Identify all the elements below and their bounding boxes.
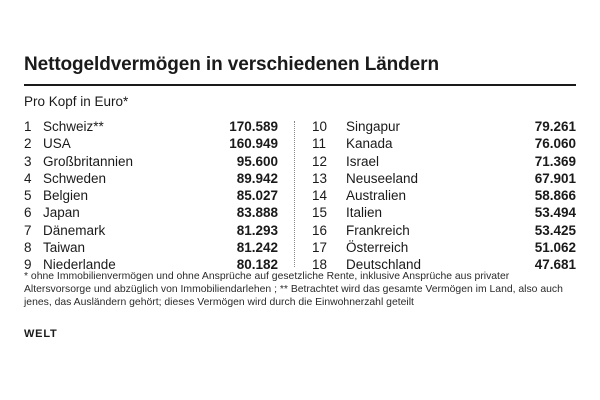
value-label: 47.681 [534, 257, 576, 273]
country-label: Schweiz** [43, 119, 104, 134]
welt-logo: WELT [24, 328, 58, 340]
country-label: Kanada [346, 136, 393, 152]
value-label: 79.261 [534, 119, 576, 134]
country-label: Dänemark [43, 222, 106, 238]
value-label: 67.901 [534, 170, 576, 186]
table-row: 3 Großbritannien 95.600 [24, 153, 278, 170]
rank-label: 14 [312, 188, 328, 204]
table-row: 8 Taiwan 81.242 [24, 239, 278, 256]
country-label: Österreich [346, 240, 409, 256]
table-row: 10 Singapur 79.261 [312, 118, 576, 135]
country-label: Großbritannien [43, 153, 134, 169]
value-label: 160.949 [229, 136, 278, 152]
rank-label: 5 [24, 188, 32, 204]
table-row: 7 Dänemark 81.293 [24, 222, 278, 239]
country-label: Taiwan [43, 240, 86, 256]
rank-label: 13 [312, 170, 328, 186]
table-row: 5 Belgien 85.027 [24, 187, 278, 204]
country-label: Frankreich [346, 222, 410, 238]
country-label: Deutschland [346, 257, 422, 273]
rank-label: 3 [24, 153, 32, 169]
table-row: 9 Niederlande 80.182 [24, 256, 278, 273]
country-label: Italien [346, 205, 383, 221]
country-label: Singapur [346, 119, 401, 134]
rank-label: 11 [312, 136, 327, 152]
value-label: 71.369 [534, 153, 576, 169]
table-row: 16 Frankreich 53.425 [312, 222, 576, 239]
rank-label: 8 [24, 240, 32, 256]
value-label: 51.062 [534, 240, 576, 256]
rank-label: 6 [24, 205, 32, 221]
rank-label: 9 [24, 257, 32, 273]
chart-subtitle: Pro Kopf in Euro* [24, 94, 129, 109]
value-label: 95.600 [236, 153, 278, 169]
rank-label: 15 [312, 205, 328, 221]
table-row: 11 Kanada 76.060 [312, 135, 576, 152]
country-label: Neuseeland [346, 170, 419, 186]
table-row: 1 Schweiz** 170.589 [24, 118, 278, 135]
rank-label: 7 [24, 222, 32, 238]
country-label: Japan [43, 205, 80, 221]
value-label: 83.888 [236, 205, 278, 221]
value-label: 85.027 [236, 188, 278, 204]
rank-label: 12 [312, 153, 328, 169]
rank-label: 2 [24, 136, 32, 152]
column-divider [294, 121, 295, 267]
value-label: 80.182 [236, 257, 278, 273]
table-row: 17 Österreich 51.062 [312, 239, 576, 256]
table-row: 13 Neuseeland 67.901 [312, 170, 576, 187]
table-row: 14 Australien 58.866 [312, 187, 576, 204]
country-label: Schweden [43, 170, 107, 186]
table-row: 4 Schweden 89.942 [24, 170, 278, 187]
value-label: 76.060 [534, 136, 576, 152]
ranking-column-left: 1 Schweiz** 170.589 2 USA 160.949 3 Großbritann… [24, 118, 278, 274]
value-label: 81.242 [236, 240, 278, 256]
table-row: 2 USA 160.949 [24, 135, 278, 152]
value-label: 53.494 [534, 205, 576, 221]
table-row: 15 Italien 53.494 [312, 204, 576, 221]
footnote: * ohne Immobilienvermögen und ohne Anspr… [24, 271, 563, 308]
country-label: Belgien [43, 188, 89, 204]
rank-label: 17 [312, 240, 328, 256]
rank-label: 18 [312, 257, 328, 273]
country-label: USA [43, 136, 71, 152]
value-label: 81.293 [236, 222, 278, 238]
chart-title: Nettogeldvermögen in verschiedenen Lände… [24, 54, 439, 75]
rank-label: 1 [24, 119, 32, 134]
table-row: 6 Japan 83.888 [24, 204, 278, 221]
country-label: Israel [346, 153, 380, 169]
value-label: 170.589 [229, 119, 278, 134]
value-label: 53.425 [534, 222, 576, 238]
country-label: Australien [346, 188, 407, 204]
value-label: 89.942 [236, 170, 278, 186]
ranking-column-right: 10 Singapur 79.261 11 Kanada 76.060 12 Israel 71… [312, 118, 576, 274]
table-row: 18 Deutschland 47.681 [312, 256, 576, 273]
rank-label: 10 [312, 119, 328, 134]
table-row: 12 Israel 71.369 [312, 153, 576, 170]
country-label: Niederlande [43, 257, 116, 273]
title-rule [24, 84, 576, 86]
value-label: 58.866 [534, 188, 576, 204]
rank-label: 16 [312, 222, 328, 238]
rank-label: 4 [24, 170, 32, 186]
